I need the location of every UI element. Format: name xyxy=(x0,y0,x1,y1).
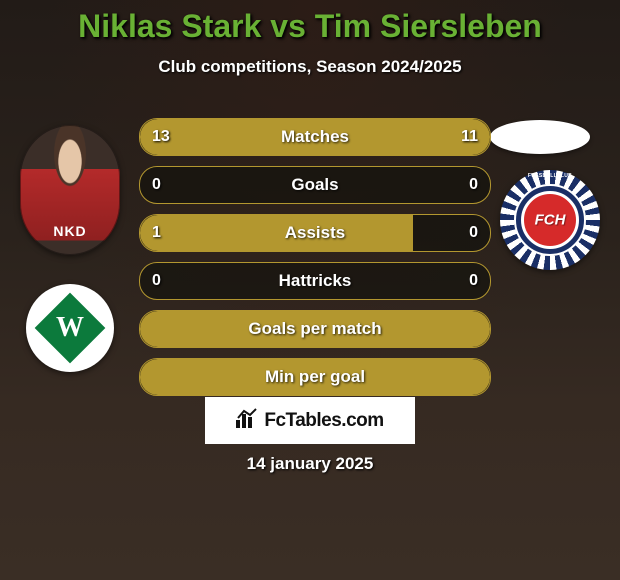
stat-label: Min per goal xyxy=(140,359,490,395)
stat-row: 00Hattricks xyxy=(139,262,491,300)
stat-label: Matches xyxy=(140,119,490,155)
watermark-badge: FcTables.com xyxy=(205,397,415,444)
stat-label: Goals per match xyxy=(140,311,490,347)
stat-label: Goals xyxy=(140,167,490,203)
player-left-photo xyxy=(20,125,120,255)
stat-row: 10Assists xyxy=(139,214,491,252)
stat-row: 1311Matches xyxy=(139,118,491,156)
club-right-abbr: FCH xyxy=(535,212,566,229)
club-left-initial: W xyxy=(56,312,84,344)
club-left-badge: W xyxy=(26,284,114,372)
player-right-placeholder xyxy=(490,120,590,154)
subtitle: Club competitions, Season 2024/2025 xyxy=(0,57,620,77)
stat-row: Min per goal xyxy=(139,358,491,396)
watermark-text: FcTables.com xyxy=(264,410,383,432)
footer-date: 14 january 2025 xyxy=(0,454,620,474)
stat-row: 00Goals xyxy=(139,166,491,204)
stats-panel: 1311Matches 00Goals 10Assists 00Hattricks Go… xyxy=(139,118,491,406)
watermark-icon xyxy=(236,408,258,433)
stat-row: Goals per match xyxy=(139,310,491,348)
club-right-badge: FUSSBALLCLUB FCH xyxy=(500,170,600,270)
stat-label: Hattricks xyxy=(140,263,490,299)
stat-label: Assists xyxy=(140,215,490,251)
page-title: Niklas Stark vs Tim Siersleben xyxy=(0,0,620,45)
